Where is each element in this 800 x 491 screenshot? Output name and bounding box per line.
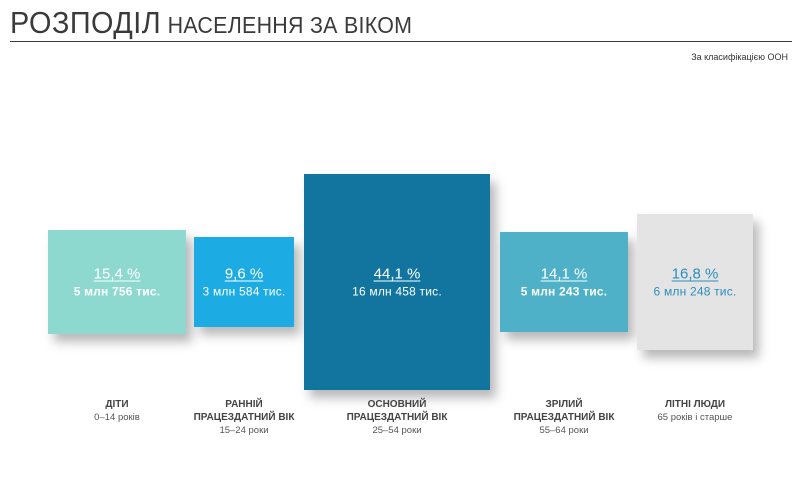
data-label-percent: 16,8 %: [671, 265, 719, 283]
category-name: ОСНОВНИЙ ПРАЦЕЗДАТНИЙ ВІК: [346, 399, 448, 423]
chart-title-main: РОЗПОДІЛ: [10, 5, 162, 40]
source-note: За класифікацією ООН: [691, 52, 788, 62]
title-divider: [10, 41, 792, 42]
category-age-range: 15–24 роки: [219, 425, 269, 436]
category-label: ОСНОВНИЙ ПРАЦЕЗДАТНИЙ ВІК 25–54 роки: [302, 398, 492, 437]
bar-1: 15,4 % 5 млн 756 тис.: [48, 230, 186, 334]
bar-label-group: 16,8 % 6 млн 248 тис.: [637, 265, 753, 300]
category-name: ДІТИ: [105, 399, 129, 410]
bar-5: 16,8 % 6 млн 248 тис.: [637, 214, 753, 350]
data-label-absolute: 16 млн 458 тис.: [352, 284, 442, 299]
category-label: РАННІЙ ПРАЦЕЗДАТНИЙ ВІК 15–24 роки: [149, 398, 339, 437]
category-name: ЗРІЛИЙ ПРАЦЕЗДАТНИЙ ВІК: [513, 399, 615, 423]
category-age-range: 25–54 роки: [372, 425, 422, 436]
bar-label-group: 44,1 % 16 млн 458 тис.: [304, 265, 490, 300]
bar-label-group: 14,1 % 5 млн 243 тис.: [500, 265, 628, 300]
category-label: ЗРІЛИЙ ПРАЦЕЗДАТНИЙ ВІК 55–64 роки: [469, 398, 659, 437]
data-label-percent: 15,4 %: [93, 265, 141, 283]
category-name: РАННІЙ ПРАЦЕЗДАТНИЙ ВІК: [193, 399, 295, 423]
data-label-absolute: 6 млн 248 тис.: [653, 284, 737, 299]
bar-3: 44,1 % 16 млн 458 тис.: [304, 174, 490, 390]
chart-title-rest: НАСЕЛЕННЯ ЗА ВІКОМ: [167, 12, 413, 38]
data-label-percent: 44,1 %: [373, 265, 421, 283]
bar-4: 14,1 % 5 млн 243 тис.: [500, 232, 628, 332]
category-age-range: 55–64 роки: [539, 425, 589, 436]
category-label: ДІТИ 0–14 років: [22, 398, 212, 424]
bar-label-group: 9,6 % 3 млн 584 тис.: [194, 265, 294, 300]
category-age-range: 0–14 років: [94, 412, 140, 423]
bar-label-group: 15,4 % 5 млн 756 тис.: [48, 265, 186, 300]
category-label: ЛІТНІ ЛЮДИ 65 років і старше: [600, 398, 790, 424]
category-name: ЛІТНІ ЛЮДИ: [664, 399, 726, 410]
data-label-absolute: 5 млн 756 тис.: [73, 284, 161, 299]
category-age-range: 65 років і старше: [657, 412, 733, 423]
data-label-percent: 9,6 %: [224, 265, 264, 283]
chart-title: РОЗПОДІЛ НАСЕЛЕННЯ ЗА ВІКОМ: [10, 4, 790, 42]
data-label-absolute: 3 млн 584 тис.: [202, 284, 286, 299]
data-label-percent: 14,1 %: [540, 265, 588, 283]
bar-2: 9,6 % 3 млн 584 тис.: [194, 237, 294, 327]
data-label-absolute: 5 млн 243 тис.: [520, 284, 608, 299]
chart-title-text: РОЗПОДІЛ НАСЕЛЕННЯ ЗА ВІКОМ: [10, 4, 412, 44]
